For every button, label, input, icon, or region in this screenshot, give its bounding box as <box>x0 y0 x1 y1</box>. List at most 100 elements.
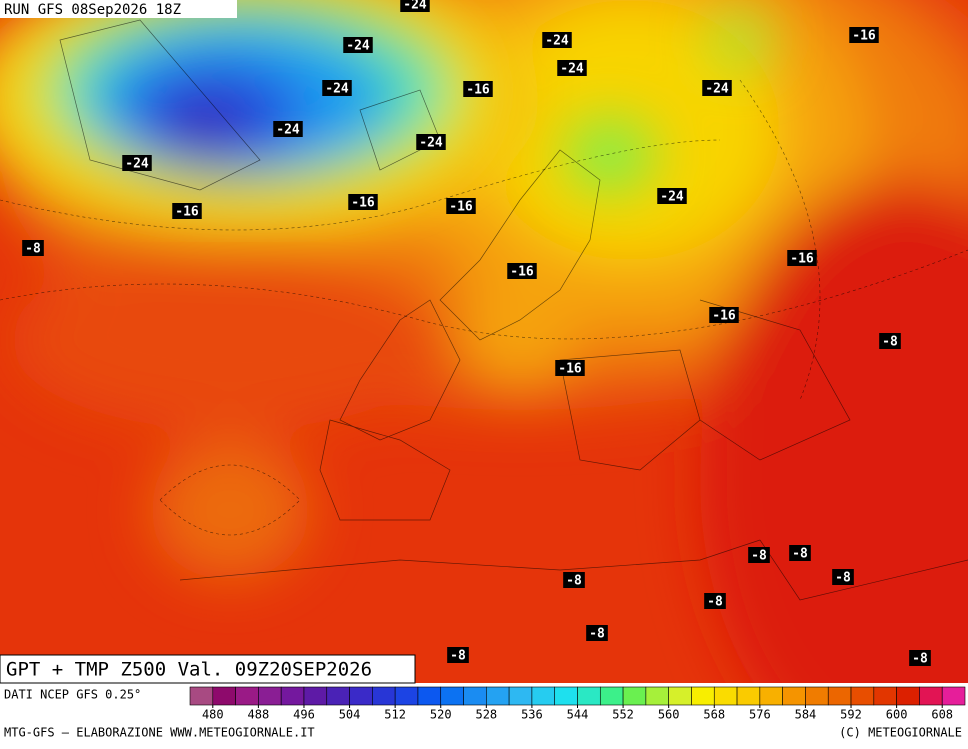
color-cell <box>759 686 783 706</box>
label-box <box>172 203 202 219</box>
color-cell <box>235 686 259 706</box>
color-cell <box>577 686 601 706</box>
label-box <box>122 155 152 171</box>
label-box <box>416 134 446 150</box>
temperature-label: -8 <box>707 595 723 610</box>
label-box <box>586 625 608 641</box>
temperature-label: -24 <box>125 157 149 172</box>
color-cell <box>531 686 556 706</box>
label-box <box>557 60 587 76</box>
label-box <box>748 547 770 563</box>
label-box <box>832 569 854 585</box>
color-cell <box>599 686 624 706</box>
label-box <box>542 32 572 48</box>
color-cell <box>941 686 966 706</box>
label-box <box>446 198 476 214</box>
legend-source: DATI NCEP GFS 0.25° <box>4 688 141 702</box>
color-cell <box>736 686 761 706</box>
footer-left: MTG-GFS — ELABORAZIONE WWW.METEOGIORNALE… <box>4 726 315 740</box>
color-cell <box>668 686 692 706</box>
temperature-label: -16 <box>712 309 736 324</box>
temperature-label: -16 <box>510 265 534 280</box>
color-cell <box>873 686 897 706</box>
color-cell <box>349 686 373 706</box>
temperature-label: -24 <box>403 0 427 13</box>
temperature-label: -8 <box>566 574 582 589</box>
color-cell <box>372 686 396 706</box>
color-cell <box>258 686 282 706</box>
tick-label: 544 <box>567 708 589 722</box>
label-box <box>463 81 493 97</box>
label-box <box>322 80 352 96</box>
tick-label: 496 <box>293 708 315 722</box>
color-cell <box>827 686 852 706</box>
color-cell <box>554 686 578 706</box>
label-box <box>273 121 303 137</box>
label-box <box>447 647 469 663</box>
color-cell <box>440 686 464 706</box>
tick-label: 536 <box>521 708 543 722</box>
temperature-label: -16 <box>175 205 199 220</box>
label-box <box>704 593 726 609</box>
label-box <box>879 333 901 349</box>
tick-label: 504 <box>339 708 361 722</box>
temperature-label: -16 <box>449 200 473 215</box>
label-box <box>22 240 44 256</box>
temperature-label: -24 <box>419 136 443 151</box>
color-cell <box>850 686 875 706</box>
color-cell <box>394 686 419 706</box>
color-cell <box>417 686 442 706</box>
color-cell <box>805 686 829 706</box>
label-box <box>507 263 537 279</box>
color-cell <box>280 686 305 706</box>
map-title: GPT + TMP Z500 Val. 09Z20SEP2026 <box>6 659 372 681</box>
temperature-label: -8 <box>751 549 767 564</box>
label-box <box>702 80 732 96</box>
temperature-label: -16 <box>558 362 582 377</box>
temperature-label: -24 <box>325 82 349 97</box>
temperature-label: -24 <box>276 123 300 138</box>
color-cell <box>713 686 738 706</box>
temperature-label: -8 <box>882 335 898 350</box>
color-cell <box>189 686 214 706</box>
temperature-label: -16 <box>351 196 375 211</box>
temperature-label: -8 <box>589 627 605 642</box>
color-cell <box>645 686 669 706</box>
tick-label: 560 <box>658 708 680 722</box>
tick-label: 480 <box>202 708 224 722</box>
temperature-label: -24 <box>560 62 584 77</box>
color-cell <box>508 686 533 706</box>
label-box <box>789 545 811 561</box>
tick-label: 528 <box>475 708 497 722</box>
tick-label: 552 <box>612 708 634 722</box>
temperature-labels: -24 -24 -24 -16 -24 -24 -16 -24 -24 -24 -24 -24 -16 -… <box>22 0 931 667</box>
label-box <box>849 27 879 43</box>
temperature-label: -16 <box>852 29 876 44</box>
label-box <box>348 194 378 210</box>
tick-label: 512 <box>384 708 406 722</box>
tick-label: 520 <box>430 708 452 722</box>
tick-label: 608 <box>931 708 953 722</box>
label-box <box>555 360 585 376</box>
color-bar: 480 488 496 504 512 520 528 536 544 552 560 568 576 5… <box>189 686 966 722</box>
temperature-label: -8 <box>792 547 808 562</box>
color-cell <box>919 686 943 706</box>
tick-label: 576 <box>749 708 771 722</box>
label-box <box>657 188 687 204</box>
temperature-label: -16 <box>790 252 814 267</box>
run-box <box>0 0 237 18</box>
temperature-label: -24 <box>545 34 569 49</box>
label-box <box>563 572 585 588</box>
temperature-label: -8 <box>450 649 466 664</box>
color-cell <box>326 686 350 706</box>
color-cell <box>782 686 806 706</box>
color-cell <box>896 686 920 706</box>
temperature-label: -8 <box>25 242 41 257</box>
temperature-label: -24 <box>346 39 370 54</box>
color-cell <box>622 686 647 706</box>
temperature-label: -24 <box>705 82 729 97</box>
temperature-label: -8 <box>835 571 851 586</box>
color-cell <box>303 686 328 706</box>
color-cell <box>486 686 510 706</box>
tick-label: 568 <box>703 708 725 722</box>
